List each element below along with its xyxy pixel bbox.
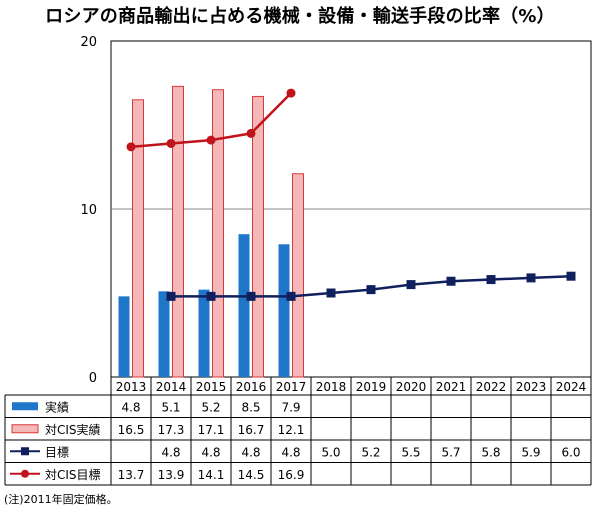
x-tick-label: 2018 bbox=[316, 380, 347, 394]
x-tick-label: 2023 bbox=[516, 380, 547, 394]
line-marker-square bbox=[286, 291, 296, 301]
bar bbox=[238, 234, 250, 377]
bar bbox=[172, 85, 184, 378]
x-tick-label: 2016 bbox=[236, 380, 267, 394]
legend-key-bar bbox=[11, 424, 39, 434]
y-tick-label: 20 bbox=[80, 35, 97, 50]
bar bbox=[278, 244, 290, 377]
line-marker-square bbox=[326, 288, 336, 298]
data-label: 5.5 bbox=[401, 445, 420, 459]
bar bbox=[198, 289, 210, 377]
footnote: (注)2011年固定価格。 bbox=[4, 493, 118, 506]
data-label: 4.8 bbox=[201, 445, 220, 459]
x-tick-label: 2019 bbox=[356, 380, 387, 394]
data-label: 8.5 bbox=[241, 400, 260, 414]
x-tick-label: 2024 bbox=[556, 380, 587, 394]
line-marker-circle bbox=[286, 88, 296, 98]
data-label: 5.0 bbox=[321, 445, 340, 459]
y-tick-label: 0 bbox=[89, 371, 97, 386]
legend-key-bar bbox=[12, 402, 38, 411]
data-label: 5.1 bbox=[161, 400, 180, 414]
legend-series-name: 対CIS目標 bbox=[45, 468, 101, 482]
line-marker-square bbox=[246, 291, 256, 301]
line-marker-square bbox=[486, 275, 496, 285]
line-marker-circle bbox=[246, 128, 256, 138]
line-marker-square bbox=[366, 285, 376, 295]
bar bbox=[118, 296, 130, 377]
x-tick-label: 2021 bbox=[436, 380, 467, 394]
data-label: 5.2 bbox=[361, 445, 380, 459]
data-label: 16.9 bbox=[278, 468, 305, 482]
line-marker-circle bbox=[166, 138, 176, 148]
data-label: 5.2 bbox=[201, 400, 220, 414]
x-tick-label: 2017 bbox=[276, 380, 307, 394]
x-tick-label: 2022 bbox=[476, 380, 507, 394]
data-label: 4.8 bbox=[281, 445, 300, 459]
data-label: 4.8 bbox=[241, 445, 260, 459]
data-label: 14.5 bbox=[238, 468, 265, 482]
line-marker-circle bbox=[126, 142, 136, 152]
data-label: 16.7 bbox=[238, 423, 265, 437]
data-label: 5.7 bbox=[441, 445, 460, 459]
line-marker-square bbox=[566, 271, 576, 281]
line-marker-square bbox=[406, 280, 416, 290]
x-tick-label: 2014 bbox=[156, 380, 187, 394]
line-marker-square bbox=[526, 273, 536, 283]
legend-series-name: 対CIS実績 bbox=[45, 422, 101, 437]
bar bbox=[132, 99, 144, 378]
line-marker-square bbox=[206, 291, 216, 301]
legend-series-name: 実績 bbox=[45, 399, 69, 414]
legend-series-name: 目標 bbox=[45, 445, 69, 459]
x-tick-label: 2015 bbox=[196, 380, 227, 394]
data-label: 4.8 bbox=[161, 445, 180, 459]
x-tick-label: 2013 bbox=[116, 380, 147, 394]
legend-marker-circle bbox=[21, 469, 29, 478]
data-label: 13.9 bbox=[158, 468, 185, 482]
data-label: 5.9 bbox=[521, 445, 540, 459]
bar bbox=[292, 173, 304, 378]
bar bbox=[158, 291, 170, 377]
data-label: 13.7 bbox=[118, 468, 145, 482]
data-label: 17.3 bbox=[158, 423, 185, 437]
x-tick-label: 2020 bbox=[396, 380, 427, 394]
legend-marker-square bbox=[21, 447, 29, 456]
data-label: 5.8 bbox=[481, 445, 500, 459]
y-tick-label: 10 bbox=[80, 203, 97, 218]
line-marker-square bbox=[166, 291, 176, 301]
line-marker-circle bbox=[206, 135, 216, 145]
data-label: 7.9 bbox=[281, 400, 300, 414]
chart-title: ロシアの商品輸出に占める機械・設備・輸送手段の比率（%） bbox=[45, 6, 555, 27]
bar bbox=[212, 89, 224, 378]
data-label: 14.1 bbox=[198, 468, 225, 482]
bar bbox=[252, 95, 264, 378]
data-label: 4.8 bbox=[121, 400, 140, 414]
data-label: 17.1 bbox=[198, 423, 225, 437]
data-label: 6.0 bbox=[561, 445, 580, 459]
data-label: 12.1 bbox=[278, 423, 305, 437]
line-marker-square bbox=[446, 276, 456, 286]
data-label: 16.5 bbox=[118, 423, 145, 437]
